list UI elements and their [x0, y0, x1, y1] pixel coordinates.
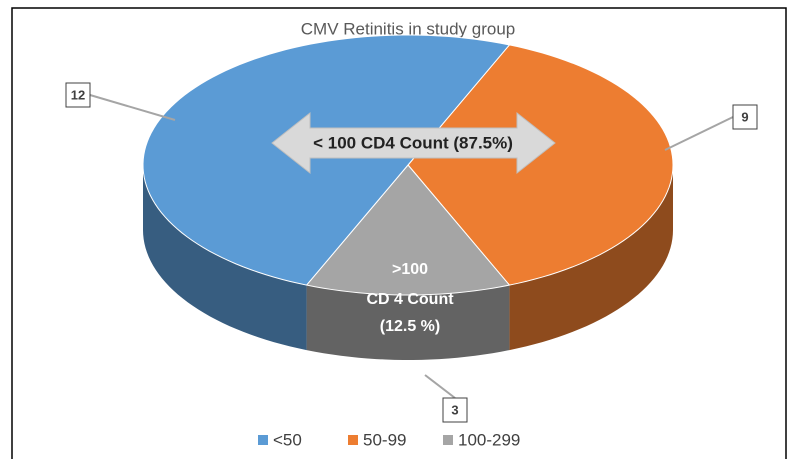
legend-label: <50: [273, 430, 302, 449]
leader-line: [424, 374, 456, 399]
legend-swatch: [443, 435, 453, 445]
legend-label: 50-99: [363, 430, 406, 449]
legend-swatch: [348, 435, 358, 445]
chart-title: CMV Retinitis in study group: [301, 19, 515, 38]
annotation: < 100 CD4 Count (87.5%): [313, 133, 513, 152]
label-text: 9: [741, 109, 748, 124]
leader-line: [89, 94, 176, 121]
slice: [407, 44, 674, 286]
slice-side: [306, 285, 510, 360]
slice: [142, 34, 511, 286]
legend-label: 100-299: [458, 430, 520, 449]
label-box: [442, 397, 468, 423]
legend-swatch: [258, 435, 268, 445]
annotation: (12.5 %): [380, 318, 440, 335]
data-label: 9: [664, 104, 758, 151]
data-label: 3: [424, 374, 468, 423]
annotation: CD 4 Count: [366, 291, 454, 308]
label-text: 3: [451, 402, 458, 417]
annotation: >100: [392, 261, 428, 278]
label-text: 12: [71, 87, 85, 102]
double-arrow: [271, 111, 556, 175]
data-label: 12: [65, 82, 176, 121]
leader-line: [664, 116, 734, 151]
slice: [305, 164, 511, 296]
label-box: [65, 82, 91, 108]
slice-side: [509, 165, 673, 351]
label-box: [732, 104, 758, 130]
slice-side: [143, 165, 307, 351]
